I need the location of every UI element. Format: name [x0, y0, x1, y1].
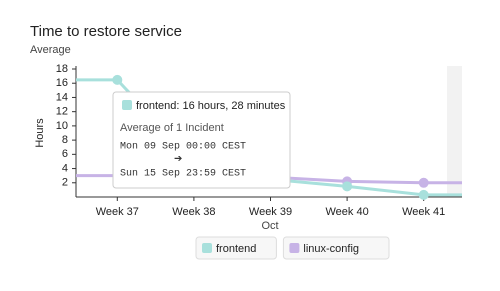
- y-tick-label: 18: [56, 63, 68, 75]
- legend-item: [195, 236, 277, 260]
- chart-title: Time to restore service: [30, 23, 182, 40]
- legend-label: linux-config: [303, 243, 359, 255]
- y-tick-label: 6: [62, 148, 68, 160]
- data-point: [418, 177, 429, 188]
- legend-swatch: [289, 243, 300, 253]
- tooltip-start: Mon 09 Sep 00:00 CEST: [120, 142, 246, 153]
- data-point: [112, 74, 123, 85]
- x-tick-label: Week 40: [325, 206, 368, 218]
- legend-item: [282, 236, 390, 260]
- partial-week-band: [447, 66, 462, 197]
- legend: frontend linux-config: [195, 236, 390, 260]
- tooltip-title: frontend: 16 hours, 28 minutes: [136, 100, 286, 112]
- x-tick-label: Week 38: [172, 206, 215, 218]
- y-tick-label: 2: [62, 177, 68, 189]
- tooltip-arrow: ➔: [174, 155, 182, 166]
- y-tick-label: 16: [56, 77, 68, 89]
- data-point: [418, 189, 429, 200]
- tooltip-swatch: [122, 100, 132, 110]
- x-tick-label: Week 41: [402, 206, 445, 218]
- chart-subtitle: Average: [30, 44, 71, 56]
- y-tick-label: 4: [62, 162, 68, 174]
- legend-swatch: [202, 243, 212, 253]
- tooltip-end: Sun 15 Sep 23:59 CEST: [120, 169, 246, 180]
- y-tick-label: 8: [62, 134, 68, 146]
- y-tick-label: 12: [56, 106, 68, 118]
- data-point: [342, 181, 353, 192]
- tooltip-subtitle: Average of 1 Incident: [120, 122, 224, 134]
- y-axis-label: Hours: [34, 118, 46, 148]
- x-tick-label: Week 37: [96, 206, 139, 218]
- y-tick-label: 10: [56, 120, 68, 132]
- y-tick-label: 14: [56, 91, 68, 103]
- tooltip: frontend: 16 hours, 28 minutes Average o…: [112, 91, 291, 189]
- tooltip-box: [112, 91, 291, 189]
- x-tick-label: Week 39: [249, 206, 292, 218]
- legend-label: frontend: [216, 243, 256, 255]
- x-axis-label: Oct: [261, 220, 278, 232]
